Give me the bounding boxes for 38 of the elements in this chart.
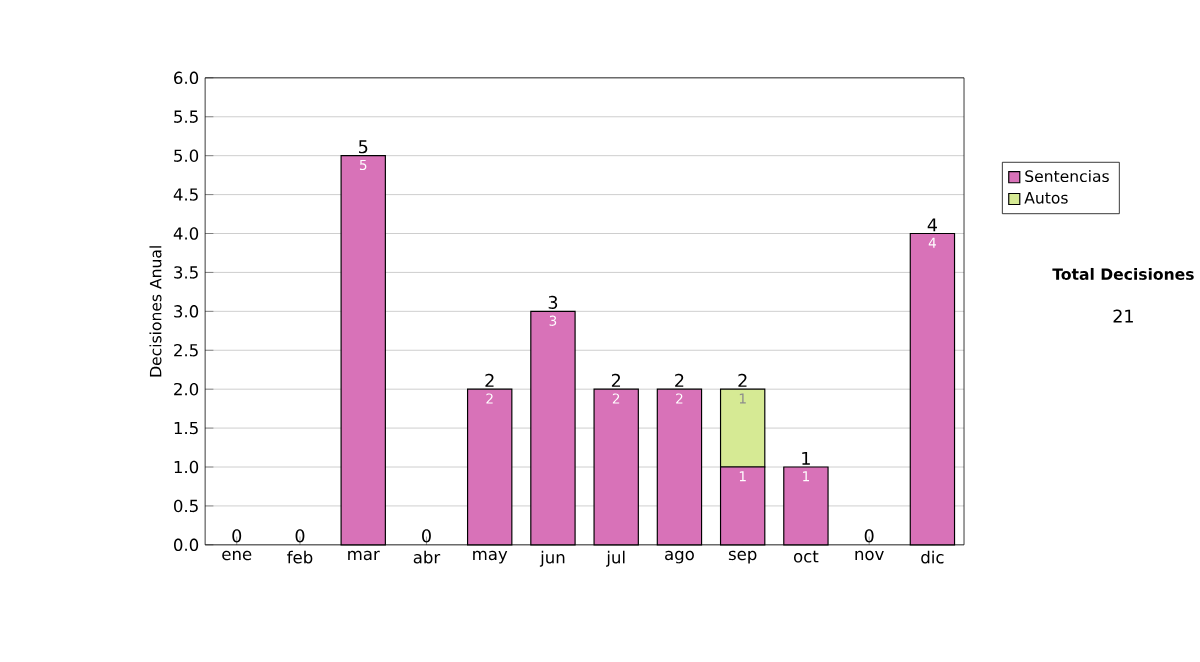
y-tick-label: 0.0 bbox=[174, 538, 199, 552]
total-label: 0 bbox=[295, 529, 305, 543]
total-label: 0 bbox=[232, 529, 242, 543]
x-tick-label: jun bbox=[539, 550, 565, 567]
total-label: 1 bbox=[802, 452, 810, 465]
x-tick-label: feb bbox=[287, 550, 313, 564]
total-label: 2 bbox=[675, 374, 684, 388]
x-tick-label: dic bbox=[921, 550, 944, 564]
y-tick-label: 3.5 bbox=[174, 266, 198, 279]
y-tick-label: 5.0 bbox=[174, 149, 199, 163]
y-tick-label: 0.5 bbox=[174, 499, 198, 513]
x-tick-label: oct bbox=[793, 550, 819, 563]
x-tick-label: jul bbox=[606, 550, 625, 567]
y-tick-label: 2.5 bbox=[174, 344, 198, 357]
x-tick-label: ene bbox=[222, 550, 252, 561]
x-tick-label: may bbox=[473, 550, 508, 564]
y-tick-label: 5.5 bbox=[174, 110, 198, 124]
total-label: 3 bbox=[548, 295, 558, 310]
x-tick-label: mar bbox=[348, 550, 380, 561]
y-tick-label: 6.0 bbox=[174, 71, 199, 85]
total-label: 2 bbox=[611, 374, 621, 388]
text: 21 bbox=[1113, 309, 1133, 323]
total-label: 0 bbox=[864, 529, 874, 543]
total-label: 4 bbox=[927, 218, 937, 232]
y-tick-label: 4.5 bbox=[173, 188, 198, 201]
y-tick-label: 1.0 bbox=[174, 460, 199, 474]
x-tick-label: abr bbox=[413, 550, 441, 564]
x-tick-label: nov bbox=[855, 550, 884, 561]
total-label: 0 bbox=[422, 529, 431, 543]
total-label: 2 bbox=[738, 374, 747, 388]
y-tick-label: 4.0 bbox=[173, 227, 199, 240]
x-tick-label: ago bbox=[665, 550, 694, 564]
total-label: 5 bbox=[359, 140, 368, 154]
x-tick-label: sep bbox=[728, 550, 757, 564]
total-label: 2 bbox=[485, 374, 494, 388]
y-tick-label: 2.0 bbox=[174, 383, 199, 396]
y-tick-label: 1.5 bbox=[174, 422, 198, 435]
y-tick-label: 3.0 bbox=[174, 305, 199, 318]
